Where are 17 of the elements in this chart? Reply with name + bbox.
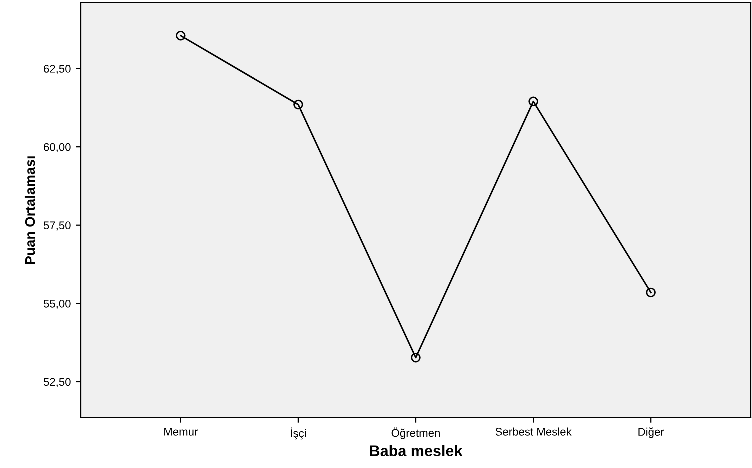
y-tick-label: 52,50 xyxy=(44,378,71,388)
x-axis-title: Baba meslek xyxy=(370,445,463,456)
x-tick-label: Serbest Meslek xyxy=(496,428,572,436)
x-tick-label: Diğer xyxy=(638,428,664,438)
x-tick-label: İşçi xyxy=(291,428,306,440)
point xyxy=(411,353,421,363)
y-tick-label: 62,50 xyxy=(44,65,71,74)
y-tick-label: 57,50 xyxy=(44,222,71,231)
y-tick-label: 60,00 xyxy=(44,143,71,153)
point xyxy=(528,96,538,107)
x-tick-label: Memur xyxy=(164,428,198,436)
point xyxy=(176,31,186,41)
point xyxy=(294,100,304,110)
point xyxy=(646,288,656,298)
x-tick-label: Öğretmen xyxy=(392,428,440,440)
y-axis-title: Puan Ortalaması xyxy=(24,156,36,264)
y-tick-label: 55,00 xyxy=(44,300,71,310)
